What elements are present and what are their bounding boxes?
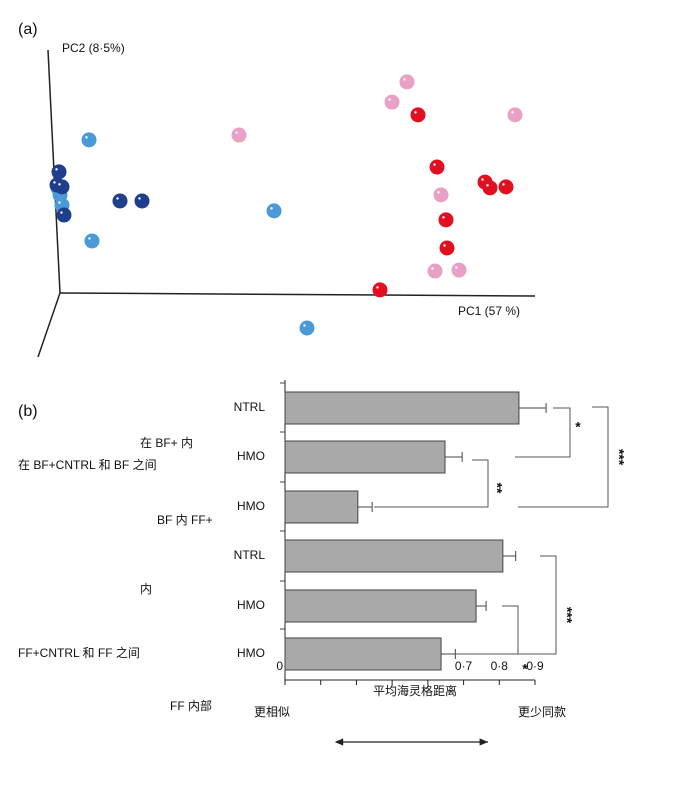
highlight: [85, 136, 88, 139]
point: [507, 107, 523, 123]
significance-bracket: [518, 406, 609, 508]
x-tick-label: 0·7: [455, 659, 473, 673]
highlight: [455, 266, 458, 269]
significance-bracket: [488, 605, 519, 655]
highlight: [502, 183, 505, 186]
significance-label: *: [575, 419, 581, 435]
highlight: [88, 237, 91, 240]
group-label: 在 BF+ 内: [140, 436, 193, 450]
highlight: [270, 207, 273, 210]
highlight: [403, 78, 406, 81]
group-label: 在 BF+CNTRL 和 BF 之间: [18, 458, 157, 472]
bar: [284, 391, 520, 425]
highlight: [481, 178, 484, 181]
highlight: [60, 211, 63, 214]
y-tick-label: HMO: [237, 499, 265, 513]
significance-label: ***: [611, 449, 627, 466]
point: [410, 107, 426, 123]
highlight: [443, 244, 446, 247]
panel-label: (b): [18, 403, 38, 420]
point: [81, 132, 97, 148]
highlight: [53, 181, 56, 184]
highlight: [376, 286, 379, 289]
x-tick-label: 0·8: [491, 659, 509, 673]
x-tick-label: 0·9: [526, 659, 544, 673]
note: 更相似: [254, 705, 290, 719]
pc3-axis: [37, 292, 61, 358]
point: [429, 159, 445, 175]
y-tick-label: HMO: [237, 646, 265, 660]
point: [498, 179, 514, 195]
point: [451, 262, 467, 278]
highlight: [388, 98, 391, 101]
point: [299, 320, 315, 336]
highlight: [55, 168, 58, 171]
highlight: [58, 183, 61, 186]
bar: [284, 490, 359, 524]
point: [399, 74, 415, 90]
y-tick-label: HMO: [237, 449, 265, 463]
note: 更少同款: [518, 705, 566, 719]
x-axis-label: 平均海灵格距离: [373, 683, 457, 698]
highlight: [303, 324, 306, 327]
bar: [284, 539, 504, 573]
y-axis-label: PC2 (8·5%): [62, 41, 125, 55]
point: [384, 94, 400, 110]
highlight: [58, 201, 61, 204]
group-label: FF+CNTRL 和 FF 之间: [18, 646, 140, 660]
y-tick-label: HMO: [237, 598, 265, 612]
highlight: [116, 197, 119, 200]
y-tick-label: NTRL: [234, 548, 266, 562]
highlight: [486, 184, 489, 187]
point: [427, 263, 443, 279]
bar: [284, 637, 442, 671]
significance-label: ***: [559, 607, 575, 624]
group-label: FF 内部: [170, 698, 212, 713]
bar: [284, 589, 477, 623]
x-axis-label: PC1 (57 %): [458, 304, 520, 318]
y-tick-label: NTRL: [234, 400, 266, 414]
significance-bracket: [515, 407, 571, 458]
significance-label: *: [522, 661, 528, 677]
point: [54, 179, 70, 195]
point: [482, 180, 498, 196]
point: [231, 127, 247, 143]
significance-label: **: [489, 483, 505, 494]
point: [433, 187, 449, 203]
highlight: [414, 111, 417, 114]
pc1-axis: [59, 292, 536, 297]
group-label: BF 内 FF+: [157, 513, 213, 527]
point: [84, 233, 100, 249]
point: [438, 212, 454, 228]
point: [134, 193, 150, 209]
highlight: [442, 216, 445, 219]
point: [439, 240, 455, 256]
point: [112, 193, 128, 209]
group-label: 内: [140, 582, 152, 596]
highlight: [437, 191, 440, 194]
highlight: [235, 131, 238, 134]
highlight: [431, 267, 434, 270]
bar: [284, 440, 446, 474]
highlight: [433, 163, 436, 166]
point: [372, 282, 388, 298]
point: [51, 164, 67, 180]
highlight: [511, 111, 514, 114]
highlight: [138, 197, 141, 200]
significance-bracket: [374, 459, 489, 508]
panel-label: (a): [18, 21, 38, 38]
point: [56, 207, 72, 223]
point: [266, 203, 282, 219]
